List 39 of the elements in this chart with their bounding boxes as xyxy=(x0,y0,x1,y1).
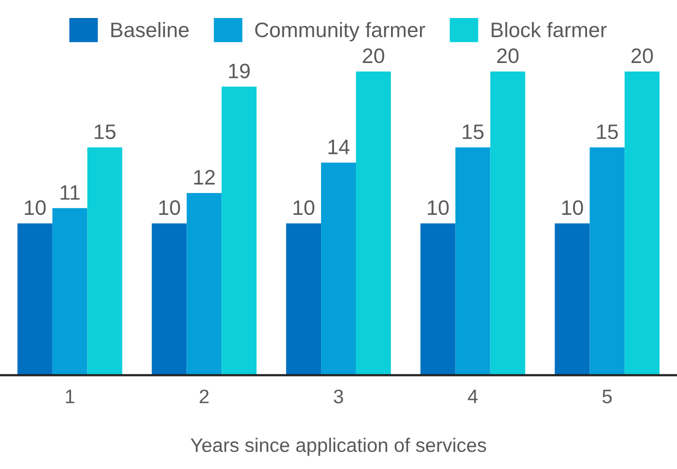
data-label: 12 xyxy=(194,170,215,184)
data-label: 20 xyxy=(497,48,519,64)
bar xyxy=(152,223,187,376)
data-label: 10 xyxy=(562,200,583,216)
legend-label: Block farmer xyxy=(492,22,607,38)
data-label: 20 xyxy=(632,48,653,64)
data-label: 10 xyxy=(428,200,449,216)
x-tick-label: 1 xyxy=(66,390,74,404)
data-label: 11 xyxy=(60,185,80,200)
bar xyxy=(624,71,660,376)
data-label: 10 xyxy=(159,200,180,216)
data-label: 10 xyxy=(24,200,46,216)
data-label: 15 xyxy=(94,124,116,140)
bar xyxy=(186,192,222,376)
bar xyxy=(420,223,456,376)
bar xyxy=(590,147,625,376)
x-tick-label: 5 xyxy=(602,390,612,404)
data-label: 15 xyxy=(597,124,618,140)
bar xyxy=(222,86,257,376)
bar xyxy=(490,71,526,376)
data-label: 19 xyxy=(229,64,250,78)
x-tick-label: 2 xyxy=(200,390,209,404)
bar xyxy=(554,223,590,376)
bar xyxy=(321,162,356,376)
bar xyxy=(52,208,88,376)
bar xyxy=(356,71,391,376)
bar xyxy=(87,147,122,376)
x-tick-label: 3 xyxy=(334,390,344,404)
data-label: 14 xyxy=(328,140,350,154)
legend-label: Community farmer xyxy=(255,22,426,42)
bar xyxy=(286,223,322,376)
data-label: 20 xyxy=(362,48,384,64)
data-label: 10 xyxy=(294,200,314,216)
legend-label: Baseline xyxy=(111,22,189,38)
bar xyxy=(455,147,490,376)
data-label: 15 xyxy=(462,124,484,140)
x-tick-label: 4 xyxy=(468,390,478,404)
x-axis-title: Years since application of services xyxy=(190,438,486,456)
bar xyxy=(17,223,52,376)
